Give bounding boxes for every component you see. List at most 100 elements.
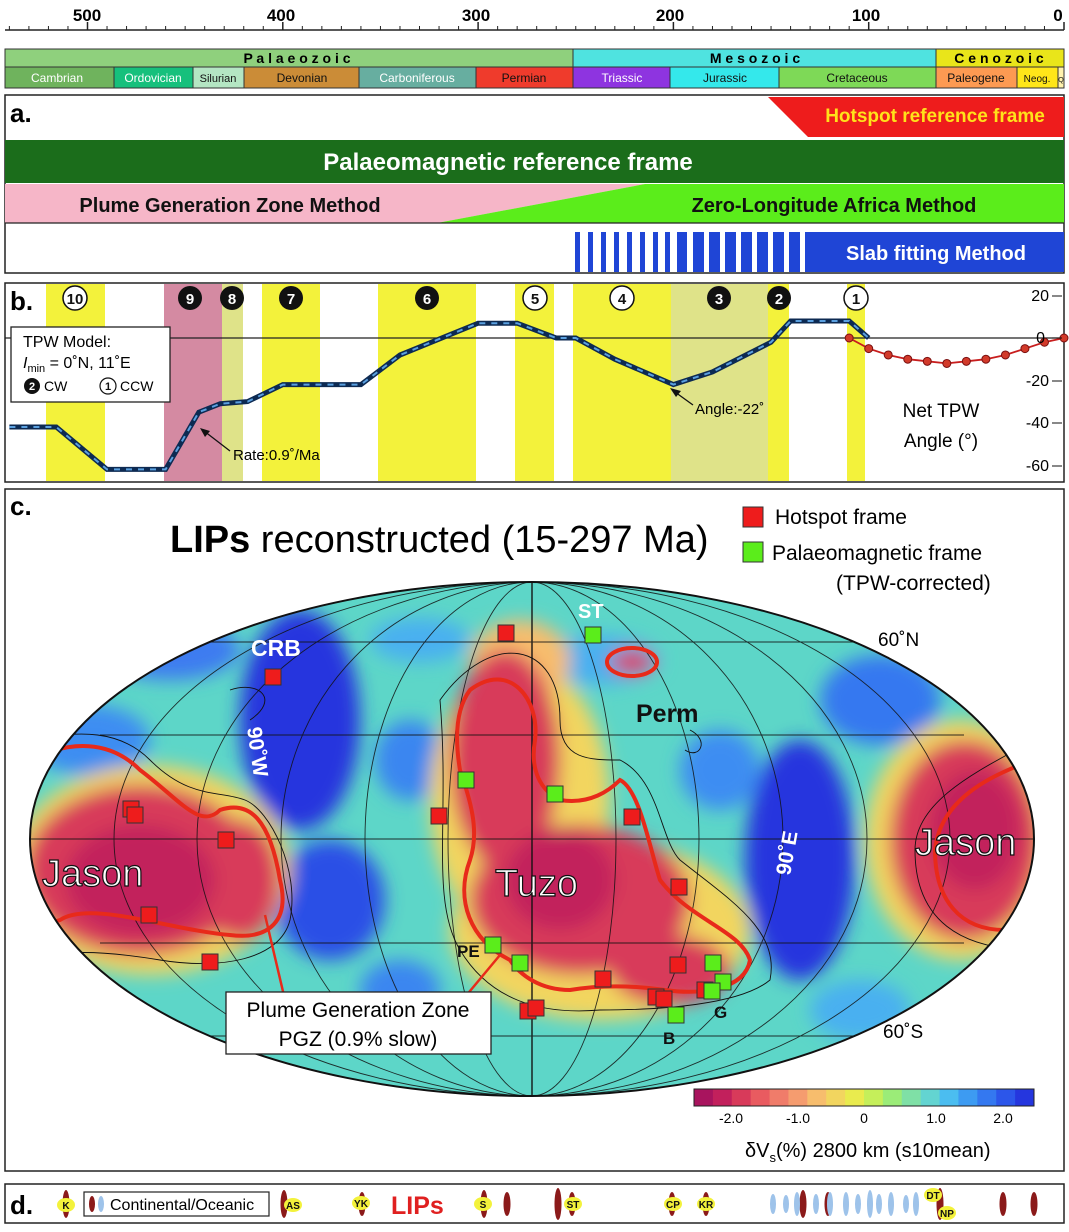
period-bar: Cambrian Ordovician Silurian Devonian Ca… (4, 66, 1065, 89)
panel-d: d. Continental/Oceanic LIPs K AS YK S ST CP KR… (4, 1183, 1065, 1224)
colorbar-tick-minus-1: -1.0 (786, 1110, 810, 1126)
lip-label: NP (940, 1209, 954, 1220)
tpw-data-point (844, 333, 854, 343)
slab-stripe (627, 232, 632, 272)
tick-label-0: 0 (1053, 6, 1062, 25)
stage-badge-9 (178, 286, 202, 310)
tpw-data-point (1039, 337, 1049, 347)
stage-badge-3 (707, 286, 731, 310)
continental-lip-mark (554, 1188, 562, 1220)
lip-label-badge (57, 1198, 75, 1212)
slab-stripe (741, 232, 752, 272)
colorbar-cell (807, 1089, 827, 1106)
hotspot-marker (140, 906, 158, 924)
era-label-cenozoic: C e n o z o i c (954, 50, 1044, 66)
colorbar-cell (750, 1089, 771, 1106)
hotspot-marker (217, 831, 235, 849)
oceanic-lip-mark (867, 1190, 873, 1218)
period-label-neogene: Neog. (1024, 74, 1051, 85)
tpw-data-point (864, 344, 874, 354)
stage-number-4: 4 (618, 291, 627, 308)
colorbar-cell (712, 1089, 733, 1106)
pgz-callout-line-2: PGZ (0.9% slow) (279, 1028, 438, 1051)
slab-stripes (575, 232, 800, 272)
hotspot-marker (126, 806, 144, 824)
tpw-model-box: TPW Model: Imin = 0˚N, 11˚E 2 CW 1 CCW (10, 326, 171, 403)
y-axis-ticks: 20 0 -20 -40 -60 (1026, 288, 1062, 475)
label-st: ST (578, 601, 604, 623)
era-bar: P a l a e o z o i c M e s o z o i c C e … (4, 48, 1065, 68)
oceanic-lip-mark (770, 1194, 776, 1214)
pgz-callout-line-1: Plume Generation Zone (247, 999, 470, 1022)
stage-badges: 10 9 8 7 6 5 4 3 2 1 (62, 285, 869, 311)
y-tick-20: 20 (1031, 288, 1049, 305)
slab-fitting-label: Slab fitting Method (846, 243, 1026, 265)
oceanic-lip-mark (888, 1192, 894, 1216)
lip-label: AS (286, 1201, 300, 1212)
lip-label-badge (564, 1197, 582, 1211)
zero-longitude-bar (437, 184, 1064, 223)
axis-title-line-2: Angle (°) (904, 431, 978, 452)
panel-c-title: LIPs reconstructed (15-297 Ma) (170, 519, 709, 561)
stage-badge-1 (843, 285, 869, 311)
tpw-data-point (1020, 344, 1030, 354)
lip-label-badge (352, 1196, 370, 1210)
panel-d-legend-label: Continental/Oceanic (110, 1197, 254, 1214)
pgz-method-label: Plume Generation Zone Method (79, 195, 380, 217)
label-60s: 60˚S (883, 1022, 923, 1043)
oceanic-lip-mark (913, 1192, 919, 1216)
lip-label-badge (284, 1198, 302, 1212)
slab-stripe (640, 232, 645, 272)
axis-title-line-1: Net TPW (903, 401, 980, 422)
panel-c-label: c. (10, 491, 32, 521)
hotspot-markers (122, 624, 714, 1020)
period-label-jurassic: Jurassic (703, 71, 747, 85)
palaeomag-marker (546, 785, 564, 803)
lip-label: KR (699, 1200, 714, 1211)
y-tick-minus-60: -60 (1026, 458, 1049, 475)
oceanic-lip-mark (794, 1192, 800, 1216)
stage-band-2 (768, 284, 789, 481)
tpw-data-point (883, 350, 893, 360)
colorbar-cell (845, 1089, 865, 1106)
legend-palaeomag-label-2: (TPW-corrected) (836, 572, 991, 595)
hotspot-frame-bar (768, 97, 1064, 137)
hotspot-marker (264, 668, 282, 686)
tpw-data-point (1000, 350, 1010, 360)
continental-lip-mark (280, 1190, 288, 1218)
colorbar-cell (731, 1089, 752, 1106)
slab-stripe (575, 232, 580, 272)
slab-stripe (725, 232, 736, 272)
continental-lip-mark (999, 1192, 1007, 1216)
lip-label-badge (474, 1197, 492, 1211)
legend-hotspot-swatch (742, 506, 764, 528)
palaeomag-marker (484, 936, 502, 954)
legend-hotspot-label: Hotspot frame (775, 506, 907, 529)
stage-badge-4 (609, 285, 635, 311)
hotspot-marker (527, 999, 545, 1017)
palaeomagnetic-frame-bar (5, 140, 1064, 183)
palaeomagnetic-frame-label: Palaeomagnetic reference frame (323, 149, 693, 176)
continental-lip-mark (503, 1192, 511, 1216)
palaeomag-marker (457, 771, 475, 789)
palaeomag-marker (703, 982, 721, 1000)
period-label-permian: Permian (502, 71, 547, 85)
tpw-chart (9, 318, 1069, 472)
label-jason-right: Jason (915, 822, 1016, 864)
ccw-badge-number: 1 (105, 381, 111, 393)
slab-stripe (614, 232, 619, 272)
panel-a: a. Hotspot reference frame Palaeomagneti… (4, 94, 1065, 274)
lip-label-badge (938, 1206, 956, 1220)
panel-b: b. 10 9 8 7 6 5 4 3 2 1 TPW Model: (4, 282, 1069, 483)
period-label-triassic: Triassic (602, 71, 643, 85)
colorbar-cell (1015, 1089, 1035, 1106)
panel-c: c. LIPs reconstructed (15-297 Ma) Hotspo… (4, 488, 1065, 1172)
period-label-cretaceous: Cretaceous (826, 71, 887, 85)
label-g: G (714, 1003, 727, 1022)
tpw-data-point (961, 356, 971, 366)
hotspot-marker (594, 970, 612, 988)
stage-number-5: 5 (531, 291, 539, 308)
lip-label: S (480, 1200, 487, 1211)
